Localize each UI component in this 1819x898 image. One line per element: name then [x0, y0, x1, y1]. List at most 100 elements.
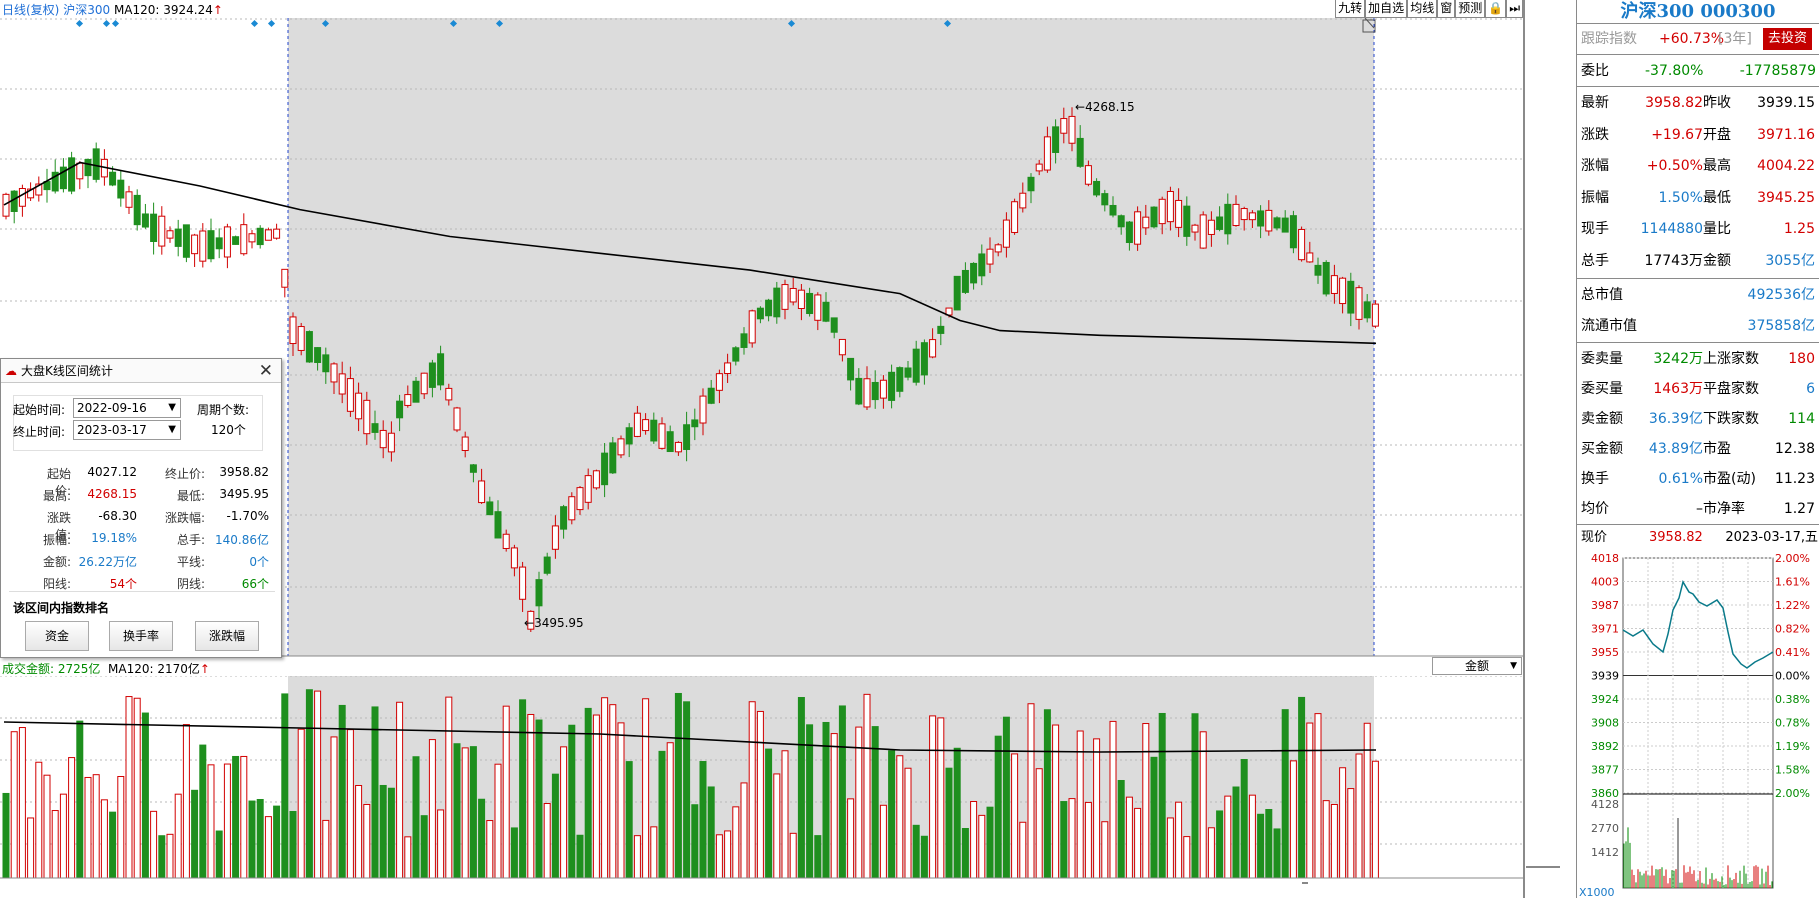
- rank-turnover-button[interactable]: 换手率: [109, 621, 173, 651]
- candle-body: [765, 299, 773, 317]
- stat-value: 19.18%: [91, 531, 137, 545]
- candle-body: [732, 347, 740, 362]
- candle-body: [1043, 136, 1051, 171]
- mini-pct-tick: 1.58%: [1775, 764, 1810, 777]
- stat-value: 0个: [249, 555, 269, 569]
- mini-pct-tick: 0.38%: [1775, 693, 1810, 706]
- volume-bar: [1339, 767, 1347, 879]
- volume-bar: [396, 701, 404, 879]
- invest-button[interactable]: 去投资: [1763, 28, 1813, 50]
- candle-body: [215, 237, 223, 250]
- chevron-down-icon: ▼: [168, 402, 176, 413]
- volume-bar: [494, 763, 502, 879]
- rank-capital-button[interactable]: 资金: [25, 621, 89, 651]
- volume-bar: [806, 724, 814, 879]
- stat-label: 总手:: [176, 533, 205, 547]
- toolbar-add-watch-button[interactable]: 加自选: [1365, 0, 1408, 18]
- volume-bar: [297, 728, 305, 879]
- divider: [1577, 342, 1819, 343]
- candle-body: [1224, 203, 1232, 235]
- volume-bar: [1216, 810, 1224, 879]
- volume-bar: [691, 804, 699, 879]
- start-date-select[interactable]: 2022-09-16 ▼: [73, 398, 181, 418]
- close-icon[interactable]: ✕: [258, 361, 273, 381]
- divider: [1577, 524, 1819, 525]
- stat-label: 最低:: [176, 489, 205, 503]
- price-plot[interactable]: [0, 18, 1524, 658]
- event-marker-icon: [495, 19, 504, 28]
- volume-bar: [166, 833, 174, 879]
- candle-body: [806, 292, 814, 315]
- volume-plot[interactable]: [0, 676, 1524, 880]
- volume-bar: [1076, 730, 1084, 879]
- candle-body: [896, 367, 904, 392]
- lock-icon[interactable]: 🔒: [1485, 0, 1507, 18]
- volume-bar: [248, 800, 256, 879]
- volume-bar: [683, 701, 691, 879]
- volume-bar: [551, 773, 559, 879]
- volume-bar: [633, 835, 641, 879]
- quote-value: 114: [1788, 411, 1815, 427]
- candle-body: [314, 347, 322, 363]
- volume-bar: [1142, 723, 1150, 879]
- volume-bar: [232, 755, 240, 879]
- toolbar-forecast-button[interactable]: 预测: [1455, 0, 1486, 18]
- candle-body: [535, 579, 543, 607]
- quote-value: 3055亿: [1765, 252, 1815, 269]
- mini-price-tick: 3955: [1591, 646, 1619, 659]
- toolbar-window-button[interactable]: 窗: [1437, 0, 1456, 18]
- candle-body: [568, 496, 576, 521]
- end-date-value: 2023-03-17: [77, 423, 147, 437]
- candle-body: [633, 412, 641, 437]
- candle-body: [1019, 192, 1027, 209]
- quote-label: 量比: [1703, 221, 1731, 237]
- rank-change-button[interactable]: 涨跌幅: [195, 621, 259, 651]
- candle-body: [937, 325, 945, 334]
- volume-bar: [43, 774, 51, 879]
- volume-type-value: 金额: [1464, 659, 1489, 673]
- volume-bar: [789, 832, 797, 879]
- event-marker-icon: [267, 19, 276, 28]
- volume-legend: 成交金额: 2725亿 MA120: 2170亿↑: [2, 660, 210, 677]
- stat-label: 最高:: [42, 489, 71, 503]
- volume-bar: [847, 798, 855, 879]
- candle-body: [781, 284, 789, 310]
- volume-bar: [428, 739, 436, 879]
- candle-body: [847, 357, 855, 381]
- volume-bar: [510, 827, 518, 879]
- volume-bar: [387, 787, 395, 879]
- skip-end-icon[interactable]: ⏭: [1506, 0, 1523, 18]
- stat-value: 54个: [109, 577, 137, 591]
- quote-label: 金额: [1703, 252, 1731, 269]
- volume-bar: [658, 750, 666, 879]
- quote-value: –: [1696, 501, 1703, 517]
- candle-body: [674, 441, 682, 453]
- event-marker-icon: [787, 19, 796, 28]
- volume-bar: [59, 793, 67, 879]
- end-date-select[interactable]: 2023-03-17 ▼: [73, 420, 181, 440]
- mini-price-tick: 4018: [1591, 552, 1619, 565]
- candle-body: [576, 487, 584, 511]
- candle-body: [199, 230, 207, 262]
- volume-bar: [445, 696, 453, 879]
- intraday-chart[interactable]: 4018 2.00% 4003 1.61% 3987 1.22% 3971 0.82% 3955…: [1577, 552, 1819, 898]
- kline-chart[interactable]: 日线(复权) 沪深300 MA120: 3924.24↑ 九转 加自选 均线 窗…: [0, 0, 1560, 898]
- volume-ma-arrow-icon: ↑: [199, 662, 210, 676]
- candle-body: [445, 387, 453, 401]
- volume-type-select[interactable]: 金额 ▼: [1432, 657, 1522, 675]
- quote-label: 涨幅: [1581, 158, 1609, 174]
- volume-bar: [773, 773, 781, 879]
- toolbar-jiuzhuan-button[interactable]: 九转: [1335, 0, 1366, 18]
- quote-label: 最低: [1703, 189, 1731, 206]
- volume-bar: [461, 747, 469, 879]
- candle-body: [379, 429, 387, 449]
- quote-label: 昨收: [1703, 95, 1731, 111]
- candle-body: [396, 400, 404, 419]
- volume-bar: [1232, 786, 1240, 879]
- candle-body: [469, 464, 477, 473]
- chart-toolbar: 九转 加自选 均线 窗 预测 🔒 ⏭: [1335, 0, 1523, 18]
- toolbar-ma-button[interactable]: 均线: [1407, 0, 1438, 18]
- candle-body: [437, 353, 445, 386]
- quote-value: 1.27: [1783, 501, 1815, 517]
- candle-body: [1355, 287, 1363, 320]
